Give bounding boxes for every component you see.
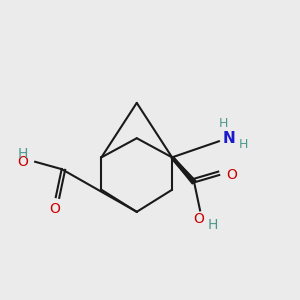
Text: N: N <box>222 131 235 146</box>
Text: O: O <box>193 212 204 226</box>
Text: H: H <box>238 138 248 151</box>
Text: O: O <box>49 202 60 215</box>
Text: H: H <box>219 117 228 130</box>
Text: O: O <box>17 155 28 169</box>
Text: H: H <box>207 218 218 232</box>
Polygon shape <box>171 157 196 184</box>
Text: O: O <box>226 168 237 182</box>
Text: H: H <box>17 147 28 161</box>
